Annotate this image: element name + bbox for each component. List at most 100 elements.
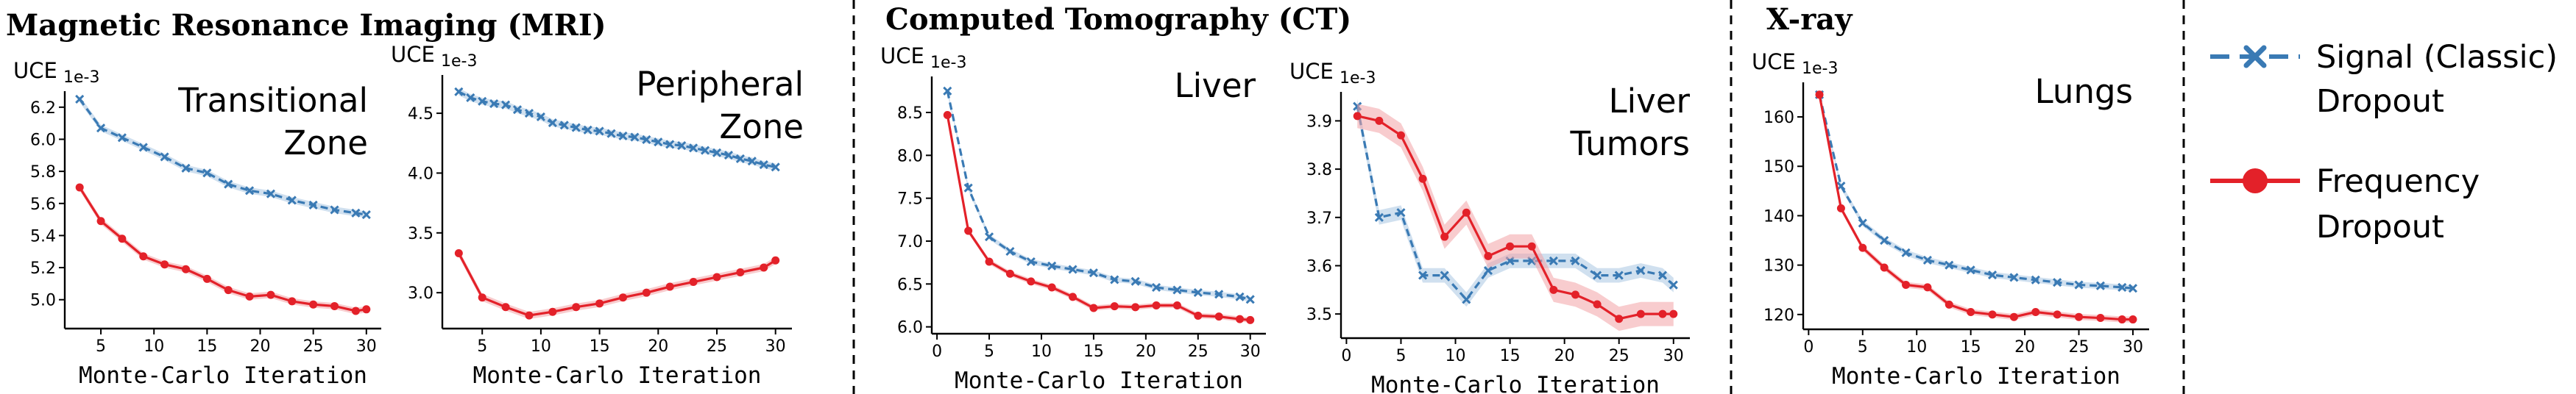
data-point-marker <box>1987 271 1998 280</box>
data-point-marker <box>1151 282 1161 293</box>
data-point-marker <box>1047 261 1057 271</box>
marker-stroke <box>1987 271 1998 280</box>
y-tick-label: 4.0 <box>408 165 434 183</box>
data-point-marker <box>245 292 254 301</box>
marker-stroke <box>1483 265 1493 276</box>
y-tick-label: 3.8 <box>1306 161 1332 179</box>
data-point-marker <box>1945 260 1954 270</box>
data-point-marker <box>606 129 616 138</box>
data-point-marker <box>1110 302 1119 311</box>
marker-stroke <box>747 157 757 166</box>
data-point-marker <box>1858 218 1867 228</box>
data-point-marker <box>1593 271 1602 280</box>
y-tick-label: 7.0 <box>897 233 923 251</box>
series-signal <box>454 87 780 172</box>
data-point-marker <box>454 248 463 257</box>
data-point-marker <box>75 183 84 192</box>
marker-stroke <box>963 183 973 193</box>
data-point-marker <box>512 105 523 115</box>
data-point-marker <box>1462 295 1471 304</box>
series-line <box>1818 94 2133 321</box>
data-point-marker <box>1246 315 1255 324</box>
data-point-marker <box>1593 300 1602 309</box>
chart-transitional-zone: 5 10 15 20 25 30 5.0 5.2 5.4 5.6 5.8 6.0 6.2 UCE 1e-3 M… <box>13 58 381 389</box>
data-point-marker <box>964 226 973 235</box>
chart-peripheral-zone: 5 10 15 20 25 30 3.0 3.5 4.0 4.5 UCE 1e-3 Monte-Carl… <box>391 42 804 389</box>
x-tick-label: 0 <box>1341 347 1351 365</box>
y-tick-label: 4.5 <box>408 105 434 123</box>
data-point-marker <box>288 297 297 306</box>
data-point-marker <box>1614 271 1624 280</box>
chart-liver-tumors: 0 5 10 15 20 25 30 3.5 3.6 3.7 3.8 3.9 UCE 1e-3 Monte-… <box>1289 59 1690 394</box>
marker-stroke <box>654 137 663 147</box>
data-point-marker <box>1214 312 1223 321</box>
y-tick-label: 3.7 <box>1306 209 1332 228</box>
data-point-marker <box>1658 309 1667 318</box>
x-axis-label: Monte-Carlo Iteration <box>1371 372 1660 394</box>
data-point-marker <box>712 273 721 282</box>
data-point-marker <box>1945 300 1953 309</box>
marker-stroke <box>548 118 557 128</box>
y-tick-label: 6.5 <box>897 276 923 294</box>
marker-stroke <box>1614 271 1624 280</box>
data-point-marker <box>771 162 780 172</box>
data-point-marker <box>1858 243 1867 252</box>
marker-stroke <box>1945 260 1954 270</box>
y-tick-label: 8.5 <box>897 104 923 123</box>
x-tick-label: 20 <box>2014 338 2035 357</box>
data-point-marker <box>1027 277 1036 286</box>
marker-stroke <box>1110 275 1119 284</box>
x-axis-label: Monte-Carlo Iteration <box>79 362 367 389</box>
marker-stroke <box>571 123 581 132</box>
data-point-marker <box>160 152 169 162</box>
data-point-marker <box>1375 116 1384 125</box>
data-point-marker <box>1922 255 1932 265</box>
series-frequency <box>1353 104 1678 332</box>
marker-stroke <box>2117 282 2127 292</box>
legend-frequency-marker <box>2243 168 2268 193</box>
data-point-marker <box>245 186 255 196</box>
marker-stroke <box>642 135 651 144</box>
data-point-marker <box>478 293 486 302</box>
series-band <box>79 184 367 315</box>
data-point-marker <box>1235 292 1245 301</box>
data-point-marker <box>712 148 722 157</box>
data-point-marker <box>1440 271 1449 280</box>
data-point-marker <box>736 268 745 277</box>
series-frequency <box>75 183 371 315</box>
series-line <box>1818 94 2134 290</box>
chart-title-line: Peripheral <box>636 65 804 104</box>
marker-stroke <box>1880 235 1889 246</box>
data-point-marker <box>723 150 733 160</box>
chart-lungs: 0 5 10 15 20 25 30 120 130 140 150 160 UCE 1e-3 Monte-… <box>1752 49 2149 390</box>
data-point-marker <box>139 252 148 261</box>
axis-offset-label: 1e-3 <box>1802 60 1838 78</box>
marker-stroke <box>138 143 148 152</box>
data-point-marker <box>1571 256 1580 265</box>
data-point-marker <box>689 143 698 153</box>
y-axis-label: UCE <box>880 43 924 68</box>
marker-stroke <box>1571 256 1580 265</box>
section-title-xray: X-ray <box>1766 2 1853 37</box>
data-point-marker <box>1172 301 1181 309</box>
marker-stroke <box>1172 285 1182 295</box>
marker-stroke <box>2128 284 2138 293</box>
data-point-marker <box>96 123 106 133</box>
data-point-marker <box>1880 235 1889 246</box>
data-point-marker <box>2031 275 2040 284</box>
marker-stroke <box>2053 278 2062 287</box>
chart-liver: 0 5 10 15 20 25 30 6.0 6.5 7.0 7.5 8.0 8.5 UCE 1e-3 Mon… <box>880 43 1266 394</box>
marker-stroke <box>1193 287 1203 298</box>
data-point-marker <box>96 217 105 226</box>
data-point-marker <box>984 232 994 242</box>
data-point-marker <box>478 96 487 106</box>
marker-stroke <box>2074 280 2084 290</box>
data-point-marker <box>1245 295 1255 304</box>
data-point-marker <box>1836 204 1845 212</box>
data-point-marker <box>2074 280 2084 290</box>
y-tick-label: 5.6 <box>30 196 56 214</box>
data-point-marker <box>1236 315 1245 323</box>
y-tick-label: 150 <box>1763 158 1794 176</box>
y-tick-label: 8.0 <box>897 147 923 165</box>
marker-stroke <box>1858 218 1867 228</box>
